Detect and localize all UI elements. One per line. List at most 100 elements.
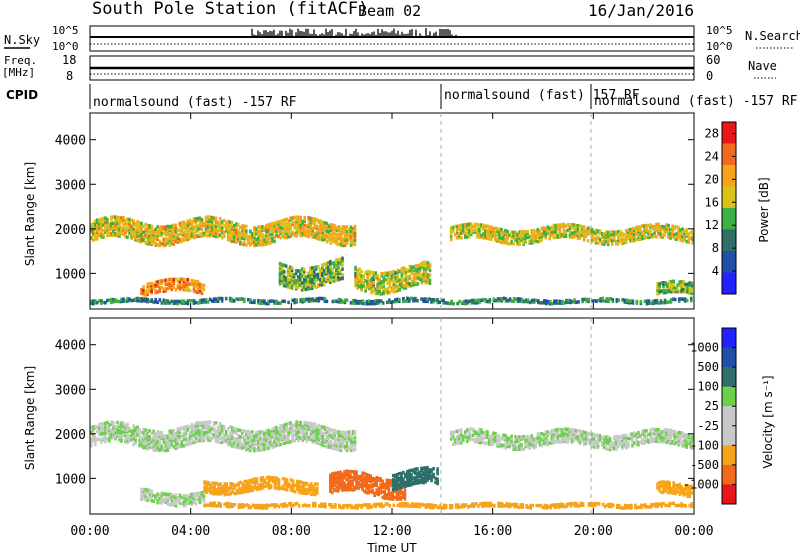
heatmap-cell xyxy=(156,438,159,443)
heatmap-cell xyxy=(124,230,127,235)
heatmap-cell xyxy=(343,481,346,485)
heatmap-cell xyxy=(305,428,308,433)
heatmap-cell xyxy=(540,232,544,236)
heatmap-cell xyxy=(200,227,204,232)
heatmap-cell xyxy=(222,230,226,234)
power-ylabel: Slant Range [km] xyxy=(23,162,37,266)
heatmap-cell xyxy=(311,284,314,289)
heatmap-cell xyxy=(281,429,284,433)
heatmap-cell xyxy=(278,274,282,278)
heatmap-cell xyxy=(233,491,237,496)
heatmap-cell xyxy=(371,488,374,493)
heatmap-cell xyxy=(496,438,499,442)
heatmap-cell xyxy=(395,489,399,494)
heatmap-cell xyxy=(341,442,345,446)
heatmap-cell xyxy=(180,237,184,242)
heatmap-cell xyxy=(664,281,667,285)
heatmap-cell xyxy=(235,483,239,487)
heatmap-cell xyxy=(538,440,542,444)
heatmap-cell xyxy=(164,278,168,282)
heatmap-cell xyxy=(263,301,266,305)
heatmap-cell xyxy=(345,434,349,439)
heatmap-cell xyxy=(387,483,391,487)
heatmap-cell xyxy=(311,226,315,231)
heatmap-cell xyxy=(249,480,253,485)
heatmap-cell xyxy=(388,298,391,302)
heatmap-cell xyxy=(420,281,424,285)
nsky-trace xyxy=(90,28,694,45)
heatmap-cell xyxy=(100,426,103,430)
heatmap-cell xyxy=(128,297,131,301)
heatmap-cell xyxy=(146,290,149,294)
heatmap-cell xyxy=(356,286,359,290)
heatmap-cell xyxy=(90,437,93,441)
heatmap-cell xyxy=(410,473,413,477)
heatmap-cell xyxy=(484,430,487,435)
heatmap-cell xyxy=(239,242,242,246)
heatmap-cell xyxy=(376,277,379,282)
heatmap-cell xyxy=(170,299,174,304)
heatmap-cell xyxy=(359,478,362,483)
heatmap-cell xyxy=(383,482,386,487)
heatmap-cell xyxy=(416,272,420,276)
heatmap-cell xyxy=(243,484,247,488)
heatmap-cell xyxy=(104,433,107,438)
heatmap-cell xyxy=(345,485,348,489)
heatmap-cell xyxy=(172,240,176,244)
heatmap-cell xyxy=(233,483,237,488)
heatmap-cell xyxy=(178,277,182,281)
heatmap-cell xyxy=(92,230,95,234)
heatmap-cell xyxy=(251,446,254,450)
heatmap-cell xyxy=(378,279,381,284)
heatmap-cell xyxy=(275,229,278,233)
heatmap-cell xyxy=(598,239,602,243)
heatmap-cell xyxy=(363,489,366,494)
heatmap-cell xyxy=(313,426,317,431)
heatmap-cell xyxy=(367,489,370,493)
heatmap-cell xyxy=(124,427,127,432)
heatmap-cell xyxy=(172,299,176,304)
heatmap-cell xyxy=(98,437,101,441)
heatmap-cell xyxy=(184,235,188,240)
heatmap-cell xyxy=(432,299,435,304)
heatmap-cell xyxy=(339,257,342,262)
heatmap-cell xyxy=(484,226,487,231)
heatmap-cell xyxy=(351,448,355,452)
heatmap-cell xyxy=(317,434,321,438)
heatmap-cell xyxy=(347,488,350,492)
heatmap-cell xyxy=(572,223,576,227)
nsearch-tick-low: 10^0 xyxy=(706,40,733,53)
heatmap-cell xyxy=(190,299,194,303)
heatmap-cell xyxy=(311,280,314,285)
heatmap-cell xyxy=(279,229,282,233)
heatmap-cell xyxy=(472,300,476,305)
heatmap-cell xyxy=(418,274,422,278)
heatmap-cell xyxy=(279,442,282,447)
heatmap-cell xyxy=(388,279,392,283)
nave-tick-high: 60 xyxy=(706,53,720,67)
heatmap-cell xyxy=(681,434,684,438)
heatmap-cell xyxy=(319,274,322,278)
heatmap-cell xyxy=(192,440,196,444)
heatmap-cell xyxy=(673,237,676,241)
heatmap-cell xyxy=(156,229,159,233)
heatmap-cell xyxy=(296,275,300,279)
heatmap-cell xyxy=(261,437,264,442)
heatmap-cell xyxy=(510,240,513,244)
heatmap-cell xyxy=(94,440,97,444)
heatmap-cell xyxy=(323,225,327,229)
heatmap-cell xyxy=(146,440,149,445)
heatmap-cell xyxy=(307,226,310,231)
heatmap-cell xyxy=(478,438,481,443)
heatmap-cell xyxy=(226,434,230,439)
heatmap-cell xyxy=(296,269,300,273)
nsky-tick-high: 10^5 xyxy=(52,24,79,37)
heatmap-cell xyxy=(380,272,383,276)
heatmap-cell xyxy=(498,239,501,244)
heatmap-cell xyxy=(94,424,97,429)
heatmap-cell xyxy=(198,222,202,226)
heatmap-cell xyxy=(313,235,317,239)
heatmap-cell xyxy=(666,290,669,294)
cpid-segment-2: normalsound (fast) 157 RF xyxy=(444,88,640,103)
heatmap-cell xyxy=(590,444,594,448)
